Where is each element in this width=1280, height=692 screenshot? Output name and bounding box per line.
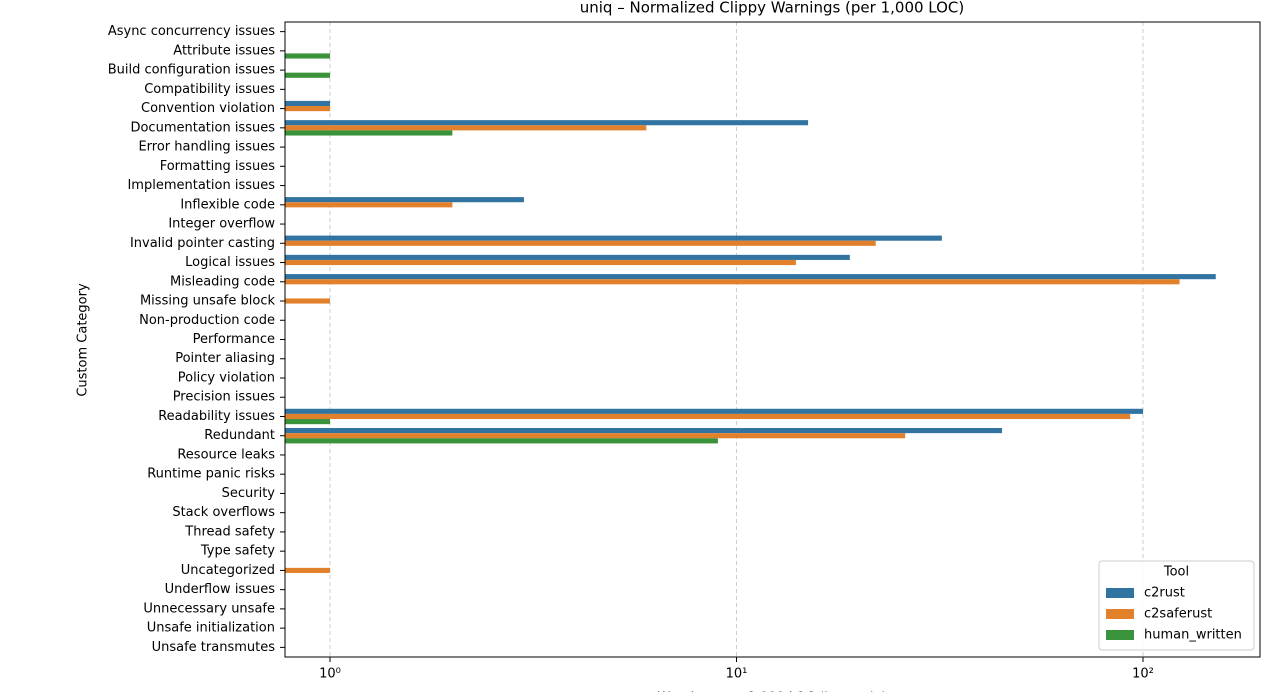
- y-tick-label: Build configuration issues: [108, 63, 276, 78]
- y-tick-label: Compatibility issues: [144, 82, 275, 97]
- y-tick-label: Security: [222, 486, 276, 501]
- bar: [285, 413, 1131, 420]
- bar: [285, 408, 1144, 414]
- x-tick-label: 10⁰: [319, 667, 341, 682]
- bar: [285, 254, 850, 260]
- y-tick-label: Logical issues: [185, 255, 275, 270]
- y-tick-label: Type safety: [200, 544, 275, 559]
- bar: [285, 274, 1216, 280]
- y-tick-label: Invalid pointer casting: [130, 236, 275, 251]
- y-tick-label: Pointer aliasing: [175, 351, 275, 366]
- y-tick-label: Integer overflow: [168, 217, 275, 232]
- bar: [285, 419, 330, 425]
- bar: [285, 240, 876, 246]
- bar: [285, 197, 524, 203]
- y-tick-label: Documentation issues: [130, 120, 275, 135]
- y-tick-label: Unsafe transmutes: [152, 640, 276, 655]
- y-tick-label: Readability issues: [158, 409, 275, 424]
- x-tick-label: 10²: [1132, 667, 1154, 682]
- y-tick-label: Unnecessary unsafe: [143, 601, 275, 616]
- x-tick-label: 10¹: [726, 667, 748, 682]
- y-tick-label: Underflow issues: [165, 582, 276, 597]
- bar: [285, 100, 330, 107]
- bar: [285, 433, 906, 439]
- y-tick-label: Precision issues: [173, 390, 276, 405]
- y-tick-label: Attribute issues: [173, 43, 275, 58]
- bar: [285, 259, 796, 266]
- x-axis-label: Warnings per 1,000 LOC (log scale): [657, 691, 886, 692]
- bar: [285, 279, 1180, 285]
- bar: [285, 202, 453, 208]
- y-tick-label: Stack overflows: [172, 505, 275, 520]
- bar: [285, 125, 647, 131]
- bar: [285, 72, 330, 78]
- y-tick-label: Performance: [193, 332, 275, 347]
- y-tick-label: Uncategorized: [181, 563, 275, 578]
- y-tick-label: Implementation issues: [127, 178, 275, 193]
- bar: [285, 428, 1003, 434]
- plot-frame: [284, 21, 1261, 658]
- y-tick-label: Resource leaks: [177, 447, 275, 462]
- y-tick-label: Policy violation: [178, 370, 275, 385]
- y-tick-label: Async concurrency issues: [108, 24, 275, 39]
- y-tick-label: Runtime panic risks: [147, 467, 275, 482]
- legend-label: c2rust: [1144, 586, 1185, 601]
- chart-title: uniq – Normalized Clippy Warnings (per 1…: [580, 0, 965, 17]
- y-tick-label: Unsafe initialization: [147, 621, 275, 636]
- legend-swatch: [1106, 588, 1134, 598]
- legend-swatch: [1106, 609, 1134, 619]
- legend-title: Tool: [1163, 565, 1189, 580]
- bar: [285, 567, 330, 573]
- legend-swatch: [1106, 630, 1134, 640]
- bar: [285, 106, 330, 112]
- y-tick-label: Thread safety: [184, 524, 275, 539]
- y-tick-label: Redundant: [204, 428, 275, 443]
- y-tick-label: Formatting issues: [160, 159, 276, 174]
- legend-label: human_written: [1144, 628, 1242, 643]
- y-tick-label: Missing unsafe block: [140, 294, 275, 309]
- bar: [285, 130, 453, 136]
- y-tick-label: Non-production code: [139, 313, 275, 328]
- bar: [285, 298, 330, 304]
- y-tick-label: Convention violation: [141, 101, 275, 116]
- y-axis-label: Custom Category: [76, 283, 91, 397]
- legend-box: [1098, 560, 1255, 651]
- legend-label: c2saferust: [1144, 607, 1212, 622]
- y-tick-label: Error handling issues: [138, 140, 275, 155]
- y-tick-label: Inflexible code: [180, 197, 275, 212]
- bar: [285, 120, 809, 126]
- bar: [285, 235, 942, 241]
- bar: [285, 53, 330, 59]
- bar: [285, 438, 718, 444]
- y-tick-label: Misleading code: [170, 274, 275, 289]
